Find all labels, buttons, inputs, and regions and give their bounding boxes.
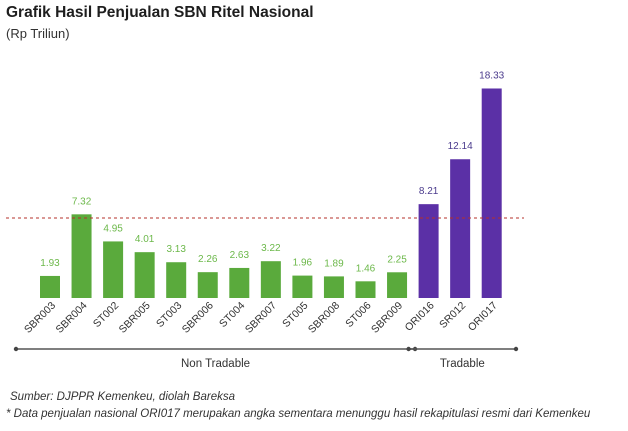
value-label-sbr006: 2.26 — [198, 254, 218, 265]
tick-label-ori016: ORI016 — [403, 300, 437, 334]
bar-sr012 — [450, 159, 471, 298]
group-bracket-end — [13, 346, 19, 352]
value-label-ori016: 8.21 — [419, 186, 439, 197]
group-label-non-tradable: Non Tradable — [181, 358, 250, 370]
value-label-st004: 2.63 — [230, 250, 250, 261]
bar-sbr005 — [134, 252, 155, 298]
value-label-sr012: 12.14 — [448, 141, 473, 152]
bar-sbr006 — [197, 272, 218, 298]
value-label-ori017: 18.33 — [479, 70, 504, 81]
source-note: Sumber: DJPPR Kemenkeu, diolah Bareksa — [10, 391, 235, 403]
group-bracket-end — [513, 346, 519, 352]
tick-label-sbr009: SBR009 — [369, 300, 405, 336]
tick-label-st002: ST002 — [91, 300, 121, 330]
bar-sbr003 — [40, 275, 60, 298]
group-label-tradable: Tradable — [440, 358, 485, 370]
value-label-sbr003: 1.93 — [40, 258, 60, 269]
footnote: * Data penjualan nasional ORI017 merupak… — [6, 408, 591, 420]
bar-sbr008 — [323, 276, 344, 298]
bar-sbr007 — [260, 261, 281, 298]
tick-label-st003: ST003 — [154, 300, 184, 330]
value-label-st006: 1.46 — [356, 263, 376, 274]
bar-st003 — [166, 262, 187, 298]
tick-label-sbr006: SBR006 — [180, 300, 216, 336]
value-label-st002: 4.95 — [103, 223, 123, 234]
tick-label-sbr007: SBR007 — [243, 300, 279, 336]
tick-label-ori017: ORI017 — [466, 300, 500, 334]
value-label-st005: 1.96 — [293, 258, 313, 269]
value-label-sbr008: 1.89 — [324, 258, 344, 269]
bar-sbr004 — [71, 214, 92, 298]
bar-st002 — [103, 241, 124, 298]
value-label-sbr007: 3.22 — [261, 243, 281, 254]
tick-label-sr012: SR012 — [437, 300, 468, 331]
tick-label-st006: ST006 — [343, 300, 373, 330]
tick-label-sbr004: SBR004 — [54, 300, 90, 336]
value-label-sbr005: 4.01 — [135, 234, 155, 245]
tick-label-st005: ST005 — [280, 300, 310, 330]
chart-title: Grafik Hasil Penjualan SBN Ritel Nasiona… — [6, 4, 314, 21]
bar-st004 — [229, 267, 250, 298]
value-label-st003: 3.13 — [166, 244, 186, 255]
group-bracket-end — [406, 346, 411, 352]
value-label-sbr009: 2.25 — [387, 254, 407, 265]
tick-label-sbr008: SBR008 — [306, 300, 342, 336]
tick-label-sbr003: SBR003 — [22, 300, 58, 336]
bar-ori017 — [481, 88, 502, 298]
tick-label-st004: ST004 — [217, 300, 247, 330]
chart-subtitle: (Rp Triliun) — [6, 26, 70, 41]
bar-sbr009 — [387, 272, 408, 298]
bar-st006 — [355, 281, 376, 298]
bar-st005 — [292, 275, 313, 298]
tick-label-sbr005: SBR005 — [117, 300, 153, 336]
value-label-sbr004: 7.32 — [72, 196, 92, 207]
bar-ori016 — [418, 204, 439, 298]
